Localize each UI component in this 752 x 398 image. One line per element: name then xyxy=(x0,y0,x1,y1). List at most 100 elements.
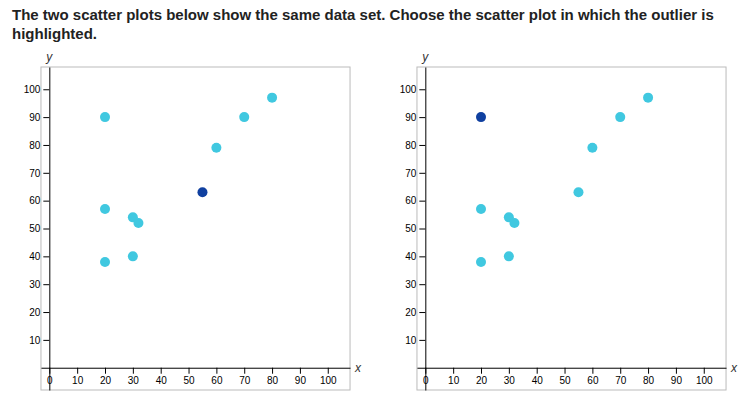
tick-mark xyxy=(537,368,538,374)
tick: 90 xyxy=(405,112,425,123)
tick-label: 70 xyxy=(615,375,627,386)
tick: 60 xyxy=(587,368,599,386)
tick-mark xyxy=(481,368,482,374)
tick-label: 30 xyxy=(128,375,140,386)
tick-mark xyxy=(676,368,677,374)
tick-mark xyxy=(43,173,49,174)
tick-label: 10 xyxy=(448,375,460,386)
tick-mark xyxy=(419,89,425,90)
tick-mark xyxy=(105,368,106,374)
tick: 70 xyxy=(615,368,627,386)
tick-mark xyxy=(419,145,425,146)
tick-mark xyxy=(43,117,49,118)
tick-label: 80 xyxy=(643,375,655,386)
tick-label: 80 xyxy=(405,140,417,151)
tick-label: 70 xyxy=(29,168,41,179)
points xyxy=(476,93,653,267)
tick: 100 xyxy=(400,84,426,95)
tick-label: 80 xyxy=(267,375,279,386)
tick-label: 90 xyxy=(295,375,307,386)
tick-label: 100 xyxy=(24,84,41,95)
tick: 90 xyxy=(295,368,307,386)
panel: 0102030405060708090100102030405060708090… xyxy=(24,50,362,391)
tick: 80 xyxy=(643,368,655,386)
tick-mark xyxy=(244,368,245,374)
tick-label: 40 xyxy=(29,251,41,262)
tick-label: 60 xyxy=(405,195,417,206)
tick-mark xyxy=(43,284,49,285)
tick-mark xyxy=(300,368,301,374)
y-axis-label: y xyxy=(421,50,429,64)
tick: 80 xyxy=(267,368,279,386)
tick-mark xyxy=(509,368,510,374)
tick-label: 50 xyxy=(183,375,195,386)
tick: 40 xyxy=(156,368,168,386)
point xyxy=(197,187,207,197)
tick-label: 30 xyxy=(405,279,417,290)
tick: 30 xyxy=(504,368,516,386)
tick: 60 xyxy=(211,368,223,386)
tick-mark xyxy=(419,117,425,118)
tick: 40 xyxy=(532,368,544,386)
point xyxy=(100,204,110,214)
tick-label: 50 xyxy=(559,375,571,386)
x-axis: 0102030405060708090100 xyxy=(41,368,350,386)
tick-mark xyxy=(43,145,49,146)
tick-mark xyxy=(77,368,78,374)
tick-label: 20 xyxy=(100,375,112,386)
tick: 60 xyxy=(405,195,425,206)
y-axis: 102030405060708090100 xyxy=(400,68,426,391)
tick-mark xyxy=(161,368,162,374)
point xyxy=(239,112,249,122)
x-axis: 0102030405060708090100 xyxy=(417,368,726,386)
tick-label: 90 xyxy=(405,112,417,123)
tick: 20 xyxy=(476,368,488,386)
tick-mark xyxy=(43,340,49,341)
title: The two scatter plots below show the sam… xyxy=(12,6,718,42)
tick: 80 xyxy=(405,140,425,151)
panel: 0102030405060708090100102030405060708090… xyxy=(400,50,738,391)
x-axis-label: x xyxy=(354,361,362,375)
point xyxy=(133,218,143,228)
tick-label: 100 xyxy=(696,375,713,386)
tick: 20 xyxy=(405,307,425,318)
y-axis: 102030405060708090100 xyxy=(24,68,50,391)
tick-mark xyxy=(419,284,425,285)
tick-label: 60 xyxy=(211,375,223,386)
tick-mark xyxy=(648,368,649,374)
tick: 20 xyxy=(100,368,112,386)
tick: 10 xyxy=(448,368,460,386)
tick-label: 40 xyxy=(405,251,417,262)
tick-mark xyxy=(419,312,425,313)
tick-label: 80 xyxy=(29,140,41,151)
tick: 30 xyxy=(128,368,140,386)
tick-mark xyxy=(419,229,425,230)
point xyxy=(100,257,110,267)
tick-label: 20 xyxy=(29,307,41,318)
title-line: highlighted. xyxy=(12,25,97,42)
tick-label: 40 xyxy=(156,375,168,386)
tick-label: 90 xyxy=(29,112,41,123)
tick-label: 60 xyxy=(29,195,41,206)
title-line: The two scatter plots below show the sam… xyxy=(12,6,718,23)
tick-label: 50 xyxy=(29,223,41,234)
axis-line xyxy=(41,368,350,369)
tick: 100 xyxy=(696,368,713,386)
plot-frame xyxy=(417,67,726,390)
tick-mark xyxy=(419,201,425,202)
tick-mark xyxy=(419,173,425,174)
point xyxy=(476,257,486,267)
tick-label: 10 xyxy=(405,335,417,346)
tick-mark xyxy=(592,368,593,374)
point xyxy=(267,93,277,103)
tick: 70 xyxy=(239,368,251,386)
point xyxy=(476,112,486,122)
tick-label: 50 xyxy=(405,223,417,234)
tick: 100 xyxy=(320,368,337,386)
tick: 90 xyxy=(29,112,49,123)
y-axis-label: y xyxy=(45,50,53,64)
tick-label: 10 xyxy=(29,335,41,346)
tick-label: 90 xyxy=(671,375,683,386)
point xyxy=(504,251,514,261)
tick: 50 xyxy=(559,368,571,386)
